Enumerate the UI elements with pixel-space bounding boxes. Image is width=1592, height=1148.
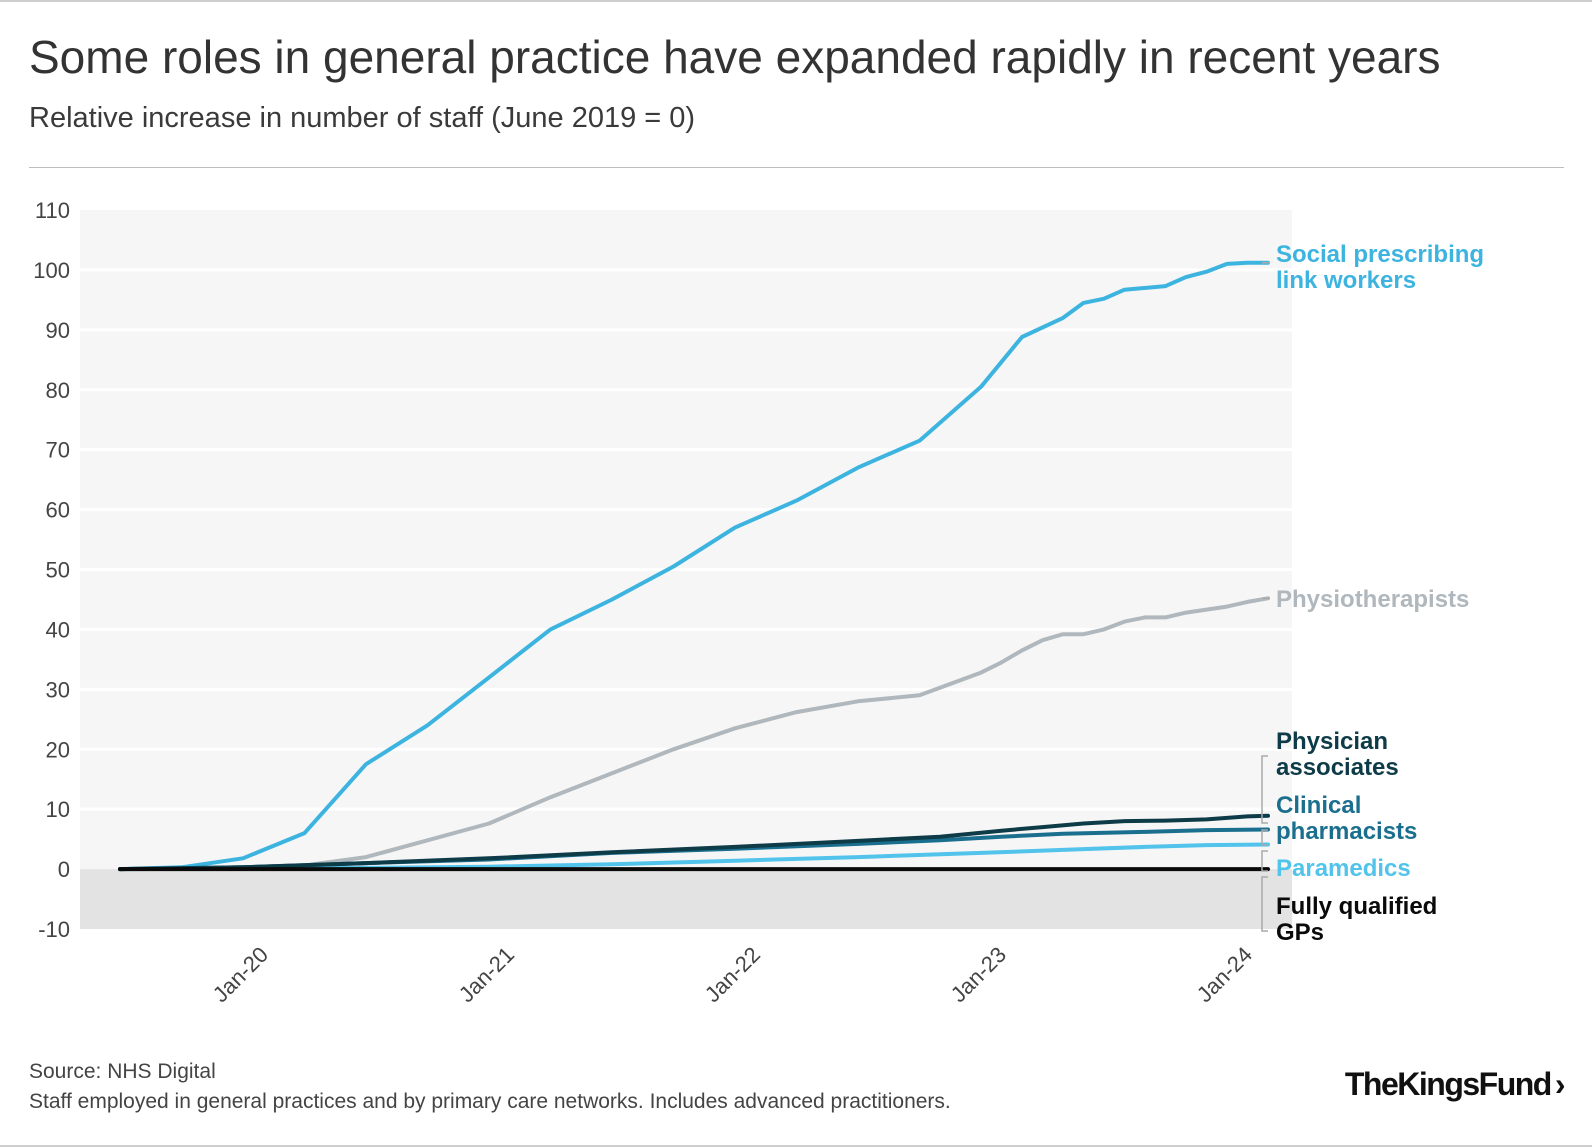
negative-region (80, 869, 1292, 929)
series-label-line: pharmacists (1276, 818, 1417, 845)
y-axis: -10 0 10 20 30 40 50 60 70 80 90 100 110 (33, 198, 1292, 942)
series-label-line: Fully qualified (1276, 893, 1437, 920)
footnote: Staff employed in general practices and … (29, 1090, 951, 1113)
x-tick-label: Jan-22 (700, 942, 765, 1007)
y-tick-label: -10 (38, 917, 70, 942)
x-tick-label: Jan-21 (454, 942, 519, 1007)
title-divider (29, 167, 1564, 168)
chart-title: Some roles in general practice have expa… (29, 31, 1441, 83)
top-border (0, 0, 1592, 2)
y-tick-label: 90 (46, 318, 70, 343)
series-label-line: Social prescribing (1276, 241, 1484, 268)
series-labels: Social prescribing link workers Physiother… (1261, 241, 1484, 946)
y-tick-label: 10 (46, 797, 70, 822)
positive-region (80, 210, 1292, 870)
series-label-line: Clinical (1276, 792, 1361, 819)
y-tick-label: 40 (46, 617, 70, 642)
series-label-physiotherapists: Physiotherapists (1276, 586, 1469, 613)
y-tick-label: 30 (46, 677, 70, 702)
series-label-line: associates (1276, 754, 1399, 781)
y-tick-label: 0 (58, 857, 70, 882)
bracket-fully-qualified-gps (1261, 876, 1268, 932)
series-label-line: Physician (1276, 728, 1388, 755)
bracket-clinical-pharmacists (1261, 829, 1268, 846)
bracket-physician-associates (1261, 755, 1268, 824)
chart-subtitle: Relative increase in number of staff (Ju… (29, 102, 696, 134)
x-tick-label: Jan-24 (1192, 942, 1257, 1007)
series-label-physician-associates: Physician associates (1276, 728, 1399, 781)
kings-fund-logo: TheKingsFund › (1344, 1066, 1566, 1103)
y-tick-label: 80 (46, 378, 70, 403)
series-line-physiotherapists (118, 596, 1270, 872)
series-label-line: Paramedics (1276, 855, 1411, 882)
y-tick-label: 100 (33, 258, 70, 283)
logo-chevron-icon: › (1554, 1066, 1566, 1102)
x-tick-label: Jan-20 (208, 942, 273, 1007)
series-line-social-prescribing-link-workers (118, 260, 1270, 872)
plot-background (80, 210, 1292, 929)
series-label-fully-qualified-gps: Fully qualified GPs (1276, 893, 1437, 946)
x-axis: Jan-20 Jan-21 Jan-22 Jan-23 Jan-24 (208, 942, 1257, 1007)
y-tick-label: 20 (46, 737, 70, 762)
y-tick-label: 70 (46, 438, 70, 463)
y-tick-label: 60 (46, 498, 70, 523)
x-tick-label: Jan-23 (946, 942, 1011, 1007)
series-label-line: GPs (1276, 919, 1324, 946)
bracket-paramedics (1261, 850, 1268, 872)
series-label-line: link workers (1276, 267, 1416, 294)
logo-wordmark: TheKingsFund (1344, 1066, 1552, 1102)
source-note: Source: NHS Digital (29, 1060, 216, 1083)
series-line-physician-associates (118, 813, 1270, 872)
series-label-line: Physiotherapists (1276, 586, 1469, 613)
series-lines (118, 260, 1270, 872)
series-label-social-prescribing-link-workers: Social prescribing link workers (1276, 241, 1484, 294)
bottom-border (0, 1145, 1592, 1147)
y-tick-label: 50 (46, 558, 70, 583)
y-tick-label: 110 (35, 198, 70, 223)
series-label-clinical-pharmacists: Clinical pharmacists (1276, 792, 1417, 845)
series-label-paramedics: Paramedics (1276, 855, 1411, 882)
